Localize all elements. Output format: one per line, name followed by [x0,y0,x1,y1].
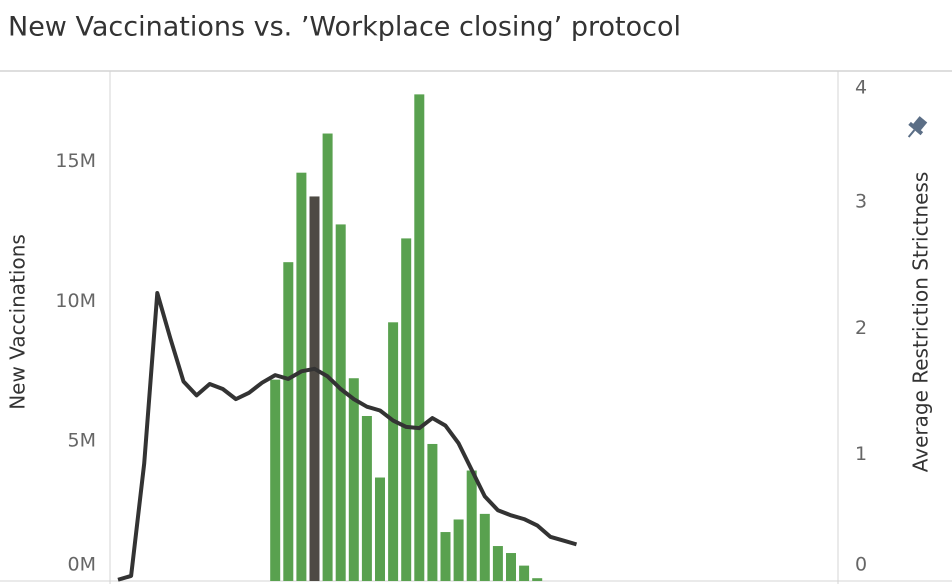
y2-tick-label: 2 [855,317,867,339]
bar [466,470,477,581]
bar [270,379,281,581]
bar [348,378,359,581]
y2-axis-title: Average Restriction Strictness [909,172,933,472]
bar [401,238,412,581]
line [117,291,578,582]
bar [440,532,451,581]
chart-title: New Vaccinations vs. ’Workplace closing’… [8,12,681,43]
bar [309,196,320,581]
bar [375,477,385,581]
y2-tick-label: 3 [855,191,867,213]
bar [492,546,503,581]
bar [361,415,372,581]
bar [322,133,333,581]
y2-tick-label: 0 [855,554,867,576]
y-tick-label: 10M [55,290,96,312]
y-tick-label: 15M [55,150,96,172]
bar [453,519,464,581]
y2-tick-label: 1 [855,443,867,465]
y-tick-label: 0M [68,554,96,576]
bar [335,224,346,581]
bar [532,578,543,581]
bar [506,553,516,581]
bar [519,565,530,581]
pin-icon[interactable] [903,114,930,142]
bar [296,172,307,581]
y-axis-title: New Vaccinations [6,234,30,410]
y-tick-label: 5M [68,430,96,452]
bar [414,94,425,581]
bar [479,513,490,581]
bar [283,262,294,581]
bar [427,443,438,581]
bar [388,322,399,581]
y2-tick-label: 4 [855,77,867,99]
